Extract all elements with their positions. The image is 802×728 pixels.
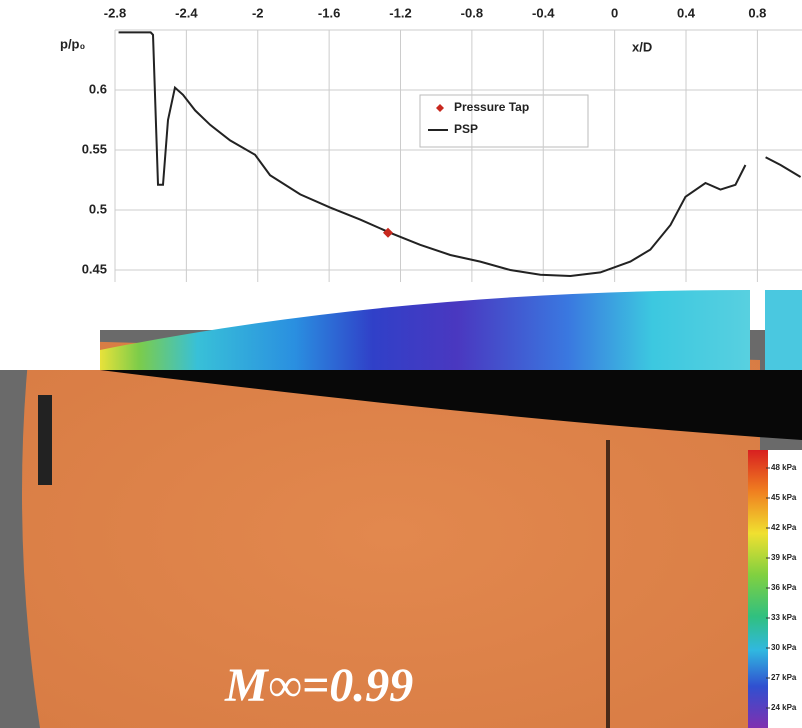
x-tick-label: -2.8 [104,5,126,20]
x-tick-label: -2 [252,5,264,20]
colorbar-label: 36 kPa [771,583,797,592]
colorbar-label: 45 kPa [771,493,797,502]
psp-strip [765,290,802,370]
annotation: M∞=0.99 [224,659,413,712]
colorbar-label: 24 kPa [771,703,797,712]
plot-area [115,30,802,282]
x-tick-label: -1.6 [318,5,340,20]
x-tick-label: 0.8 [748,5,766,20]
y-tick-label: 0.5 [89,201,107,216]
x-tick-label: 0.4 [677,5,696,20]
photo-detail [38,395,52,485]
colorbar [748,450,768,728]
x-tick-label: 0 [611,5,618,20]
x-tick-label: -0.8 [461,5,483,20]
colorbar-label: 30 kPa [771,643,797,652]
y-tick-label: 0.45 [82,261,107,276]
colorbar-label: 42 kPa [771,523,797,532]
photo-mask [0,330,100,370]
legend-label: Pressure Tap [454,100,529,114]
y-tick-label: 0.6 [89,81,107,96]
colorbar-label: 33 kPa [771,613,797,622]
x-tick-label: -0.4 [532,5,555,20]
x-tick-label: -2.4 [175,5,198,20]
figure: M∞=0.99 p/p₀ x/D -2.8 -2.4 -2 -1.6 -1.2 -0.8 -… [0,0,802,728]
y-axis-label: p/p₀ [60,36,85,51]
y-tick-label: 0.55 [82,141,107,156]
x-tick-label: -1.2 [389,5,411,20]
colorbar-label: 27 kPa [771,673,797,682]
page: M∞=0.99 p/p₀ x/D -2.8 -2.4 -2 -1.6 -1.2 -0.8 -… [0,0,802,728]
x-axis-label: x/D [632,39,652,54]
colorbar-label: 48 kPa [771,463,797,472]
shock-line [606,440,610,728]
legend-label: PSP [454,122,478,136]
colorbar-label: 39 kPa [771,553,797,562]
